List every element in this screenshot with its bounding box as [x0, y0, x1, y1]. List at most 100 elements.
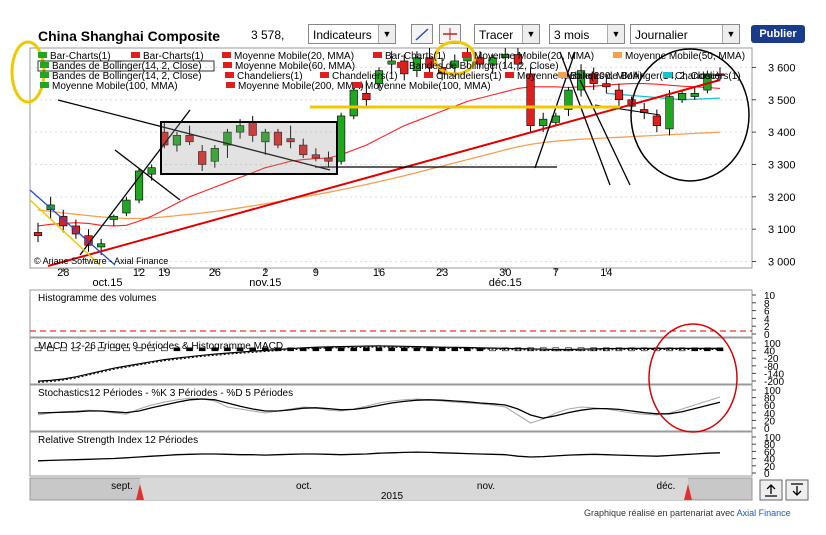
navigator-month: oct.: [296, 481, 312, 492]
macd-histogram-bar: [312, 347, 320, 352]
stochastics-panel-y-label: 40: [764, 409, 776, 420]
rsi-panel-y-label: 0: [764, 469, 770, 480]
stochastics-panel-title: Stochastics12 Périodes - %K 3 Périodes -…: [38, 388, 293, 399]
legend-item: Bandes de Bollinger(14, 2, Close): [52, 71, 202, 82]
legend-item: Moyenne Mobile(50, MMA): [625, 51, 745, 62]
candle-up: [412, 57, 421, 71]
price-x-tick-label: 12: [133, 267, 145, 279]
candle-down: [602, 83, 611, 88]
legend-swatch: [320, 72, 329, 78]
macd-histogram-bar: [438, 347, 446, 352]
chevron-down-icon: ▼: [607, 25, 624, 43]
legend-swatch: [223, 62, 232, 68]
candle-up: [147, 167, 156, 175]
macd-histogram-bar: [514, 347, 522, 352]
candle-up: [122, 199, 131, 214]
period-value: 3 mois: [554, 28, 590, 42]
macd-panel-y-label: -140: [764, 369, 784, 380]
macd-histogram-bar: [85, 347, 92, 352]
price-panel-frame: [29, 47, 753, 269]
macd-panel-y-label: -20: [764, 354, 779, 365]
legend-swatch: [353, 82, 362, 88]
toolbar: China Shanghai Composite 3 578, Indicate…: [0, 0, 826, 46]
rsi-panel-title: Relative Strength Index 12 Périodes: [38, 435, 198, 446]
candle-down: [324, 157, 333, 162]
candle-down: [614, 89, 624, 101]
macd-histogram-bar: [249, 347, 257, 352]
legend-swatch: [131, 52, 140, 58]
trendline-icon: [415, 28, 429, 41]
legend-swatch: [40, 82, 49, 88]
navigator-handle-left: [136, 484, 144, 500]
legend-swatch: [225, 72, 234, 78]
legend-item: Moyenne Mobile(100, MMA): [52, 81, 178, 92]
price-x-tick-label: 14: [600, 267, 612, 279]
decline-line-c: [579, 79, 631, 186]
navigator-month: nov.: [477, 481, 495, 492]
price-x-tick-label: 28: [57, 267, 69, 279]
legend-selected-frame: [37, 60, 215, 72]
macd-histogram-bar: [72, 347, 80, 352]
candle-down: [273, 131, 283, 146]
candle-up: [564, 89, 573, 110]
macd-panel-y-label: -80: [764, 362, 779, 373]
publish-button[interactable]: Publier: [751, 25, 805, 43]
legend-item: Moyenne Mobile(200, MMA): [238, 81, 364, 92]
candle-down: [652, 115, 661, 126]
candle-down: [33, 232, 43, 236]
period-select[interactable]: 3 mois ▼: [549, 24, 625, 44]
macd-histogram-bar: [350, 347, 358, 352]
macd-histogram-bar: [123, 347, 130, 352]
candle-up: [539, 118, 548, 126]
yellow-trendline: [29, 199, 101, 266]
macd-histogram-bar: [400, 347, 408, 352]
chevron-down-icon: ▼: [722, 25, 739, 43]
macd-panel-title: MACD 12-26 Trigger 9 périodes & Histogra…: [38, 341, 283, 352]
stochastic-d-line: [37, 398, 721, 419]
credit-link[interactable]: Axial Finance: [736, 508, 791, 518]
decline-line-a: [534, 51, 576, 169]
stochastics-panel-y-label: 80: [764, 394, 776, 405]
rsi-panel-frame: [29, 431, 753, 477]
rsi-panel-y-label: 40: [764, 455, 776, 466]
candle-down: [59, 215, 68, 227]
candle-down: [185, 135, 194, 143]
arrow-up-icon: [765, 484, 777, 497]
candle-up: [172, 135, 182, 146]
volume-panel-y-label: 2: [764, 322, 770, 333]
macd-panel-y-label: -200: [764, 377, 784, 388]
legend-item: Chandeliers(1): [436, 71, 502, 82]
macd-histogram-bar: [224, 347, 231, 352]
indicators-dropdown[interactable]: Indicateurs ▼: [308, 24, 396, 44]
arrow-down-icon: [791, 483, 803, 496]
volume-panel-frame: [29, 289, 753, 338]
candle-up: [501, 54, 510, 59]
legend-swatch: [397, 62, 406, 68]
stochastics-panel-y-label: 100: [764, 386, 781, 397]
annotation-red-circle: [648, 323, 738, 433]
candle-down: [311, 154, 320, 159]
price-x-tick-label: 2: [262, 267, 268, 279]
candle-up: [450, 60, 459, 68]
macd-histogram-bar: [375, 347, 383, 352]
legend-swatch: [40, 62, 49, 68]
macd-histogram-bar: [211, 347, 219, 352]
candle-down: [286, 138, 295, 143]
tracer-label: Tracer: [479, 28, 514, 42]
navigator-year: 2015: [381, 491, 404, 502]
rsi-panel-y-label: 80: [764, 440, 776, 451]
frequency-select[interactable]: Journalier ▼: [630, 24, 740, 44]
candle-up: [678, 92, 687, 101]
volume-panel-y-label: 4: [764, 314, 770, 325]
navigator-handle-right: [684, 484, 692, 500]
tracer-dropdown[interactable]: Tracer ▼: [474, 24, 540, 44]
stochastics-panel-y-label: 0: [764, 424, 770, 435]
draw-horizontal-button[interactable]: [439, 24, 461, 44]
price-x-tick-label: 9: [313, 267, 319, 279]
draw-trendline-button[interactable]: [411, 24, 433, 44]
legend-swatch: [40, 72, 49, 78]
macd-histogram-bar: [173, 347, 181, 352]
moving-average-50-line: [37, 131, 721, 220]
navigator-range: [140, 478, 688, 500]
